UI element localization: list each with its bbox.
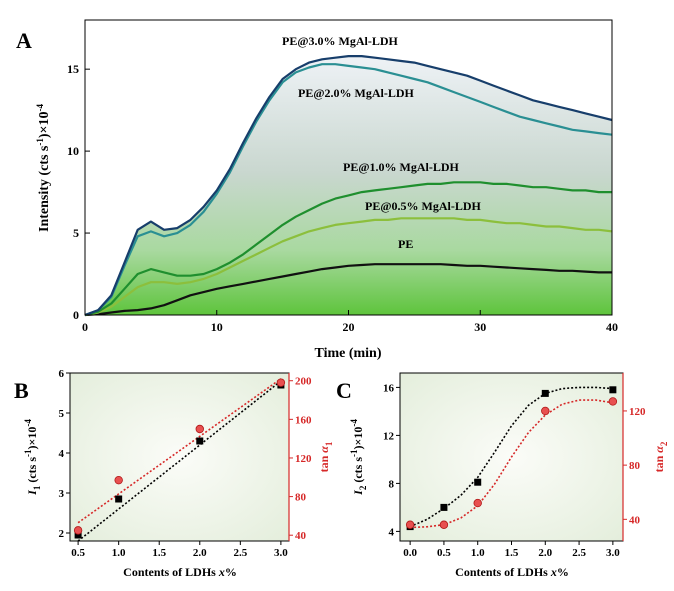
chart-b-x-tick-label: 0.5 bbox=[71, 547, 85, 559]
label-pe-0-5: PE@0.5% MgAl-LDH bbox=[365, 199, 481, 213]
chart-c-y-tick-label: 8 bbox=[389, 478, 395, 490]
chart-b-x-tick-label: 1.0 bbox=[112, 547, 126, 559]
chart-b-y-tick-label: 5 bbox=[59, 408, 65, 420]
chart-b-y-tick-label: 6 bbox=[59, 368, 65, 380]
chart-c-y-right-axis-title: tan α2 bbox=[652, 441, 669, 472]
label-pe-3-0: PE@3.0% MgAl-LDH bbox=[282, 34, 398, 48]
chart-a-x-axis-title: Time (min) bbox=[314, 346, 381, 361]
chart-b-point-circle bbox=[73, 526, 83, 535]
chart-c-y-tick-label: 16 bbox=[383, 382, 395, 394]
chart-b-fit-line bbox=[77, 378, 282, 524]
chart-c-point-circle bbox=[405, 520, 415, 529]
label-pe: PE bbox=[398, 237, 413, 251]
chart-b-fit-lines bbox=[77, 378, 282, 542]
chart-b-y-right-tick-label: 80 bbox=[295, 492, 307, 504]
chart-a-x-tick-label: 0 bbox=[82, 320, 88, 334]
chart-a-y-tick-label: 10 bbox=[67, 144, 79, 158]
chart-a-series-line bbox=[84, 55, 613, 317]
chart-c-y-tick-label: 4 bbox=[389, 526, 395, 538]
chart-b-x-tick-label: 2.5 bbox=[233, 547, 247, 559]
chart-b-point-circle bbox=[195, 424, 204, 434]
chart-a-x-tick-label: 30 bbox=[474, 320, 486, 334]
chart-a-y-tick-label: 5 bbox=[73, 226, 79, 240]
chart-c-x-tick-label: 2.5 bbox=[572, 547, 586, 559]
chart-c-x-tick-label: 2.0 bbox=[538, 547, 552, 559]
chart-b-point-circle bbox=[276, 378, 286, 387]
chart-a-series-line bbox=[84, 263, 612, 317]
chart-c-markers bbox=[405, 386, 618, 531]
panel-letter-a: A bbox=[16, 28, 32, 53]
chart-c-ticks: 0.0 0.5 1.0 1.5 2.0 2.5 3.0 4 8 12 16 40 80 120 bbox=[383, 373, 646, 559]
chart-c-x-tick-label: 0.0 bbox=[403, 547, 417, 559]
chart-b-point-square bbox=[115, 495, 123, 503]
chart-a-x-tick-label: 20 bbox=[343, 320, 355, 334]
chart-a-x-tick-label: 10 bbox=[211, 320, 223, 334]
chart-b-y-right-tick-label: 200 bbox=[295, 376, 312, 388]
chart-c-y-tick-label: 12 bbox=[383, 430, 395, 442]
chart-b-y-right-tick-label: 160 bbox=[295, 414, 312, 426]
chart-c-point-square bbox=[541, 389, 549, 397]
chart-b-point-square bbox=[196, 437, 204, 445]
chart-b-y-right-tick-label: 120 bbox=[295, 453, 312, 465]
chart-c-x-axis-title: Contents of LDHs x% bbox=[455, 565, 569, 579]
chart-c-y-right-tick-label: 80 bbox=[629, 460, 641, 472]
chart-c-point-circle bbox=[439, 520, 449, 529]
chart-b-ticks: 0.5 1.0 1.5 2.0 2.5 3.0 2 3 4 5 6 40 80 120 160 200 bbox=[59, 368, 313, 559]
panel-letter-b: B bbox=[14, 378, 29, 403]
chart-a-series-line bbox=[84, 63, 613, 317]
chart-b-y-axis-title: I1 (cts s-1)×10-4 bbox=[23, 419, 42, 496]
chart-b-y-tick-label: 2 bbox=[59, 528, 65, 540]
chart-b-x-tick-label: 2.0 bbox=[193, 547, 207, 559]
chart-c-point-circle bbox=[541, 406, 550, 416]
chart-a-series-line bbox=[84, 217, 613, 317]
chart-c-x-tick-label: 1.0 bbox=[471, 547, 485, 559]
chart-c-x-tick-label: 3.0 bbox=[606, 547, 620, 559]
chart-c: 0.0 0.5 1.0 1.5 2.0 2.5 3.0 4 8 12 16 40 80 120 Conte… bbox=[349, 372, 669, 579]
chart-b-point-square bbox=[74, 531, 82, 539]
chart-c-point-square bbox=[440, 503, 448, 511]
chart-c-point-circle bbox=[473, 498, 482, 508]
chart-b-x-tick-label: 3.0 bbox=[274, 547, 288, 559]
chart-c-x-tick-label: 0.5 bbox=[437, 547, 451, 559]
chart-a-area-fill bbox=[85, 56, 612, 315]
chart-a: 0 10 20 30 40 0 5 10 15 Time (min) Intensity (ct… bbox=[35, 19, 618, 361]
chart-b-plot-background bbox=[70, 373, 289, 541]
label-pe-2-0: PE@2.0% MgAl-LDH bbox=[298, 86, 414, 100]
chart-b-x-tick-label: 1.5 bbox=[152, 547, 166, 559]
chart-c-y-axis-title: I2 (cts s-1)×10-4 bbox=[349, 419, 368, 496]
chart-c-x-tick-label: 1.5 bbox=[505, 547, 519, 559]
chart-c-point-square bbox=[609, 386, 617, 394]
chart-a-ticks: 0 10 20 30 40 0 5 10 15 bbox=[67, 62, 618, 334]
chart-a-y-tick-label: 15 bbox=[67, 62, 79, 76]
panel-letter-c: C bbox=[336, 378, 352, 403]
chart-c-point-square bbox=[474, 478, 482, 486]
chart-b-fit-line bbox=[77, 380, 282, 542]
chart-b-y-right-axis-title: tan α1 bbox=[317, 441, 334, 472]
chart-b-y-right-tick-label: 40 bbox=[295, 530, 307, 542]
chart-b-markers bbox=[73, 378, 286, 539]
chart-a-y-axis-title: Intensity (cts s-1)×10-4 bbox=[35, 104, 52, 232]
chart-b-x-axis-title: Contents of LDHs x% bbox=[123, 565, 237, 579]
chart-a-x-tick-label: 40 bbox=[606, 320, 618, 334]
chart-b-y-tick-label: 4 bbox=[59, 448, 65, 460]
chart-a-series-line bbox=[84, 181, 612, 317]
chart-c-y-right-tick-label: 40 bbox=[629, 514, 641, 526]
label-pe-1-0: PE@1.0% MgAl-LDH bbox=[343, 160, 459, 174]
chart-c-point-circle bbox=[608, 397, 618, 406]
chart-c-y-right-tick-label: 120 bbox=[629, 406, 646, 418]
chart-a-y-tick-label: 0 bbox=[73, 308, 79, 322]
chart-a-series-lines bbox=[84, 55, 613, 317]
chart-b-y-tick-label: 3 bbox=[59, 488, 65, 500]
chart-b: 0.5 1.0 1.5 2.0 2.5 3.0 2 3 4 5 6 40 80 120 160 200 Con… bbox=[23, 368, 334, 579]
chart-b-point-circle bbox=[114, 475, 123, 485]
